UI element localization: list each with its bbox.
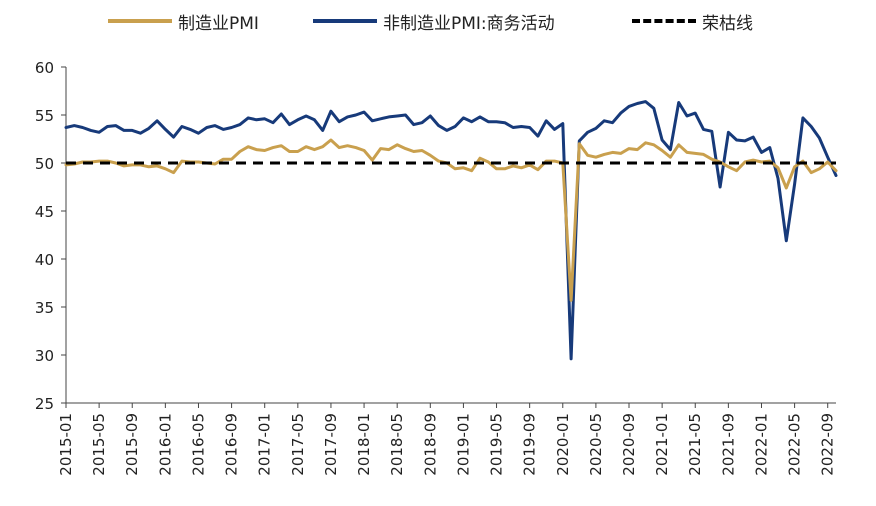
x-tick-label: 2020-09: [620, 413, 638, 476]
y-tick-label: 35: [35, 299, 54, 317]
x-tick-label: 2016-05: [189, 413, 207, 476]
x-tick-label: 2015-01: [57, 413, 75, 476]
x-tick-label: 2022-05: [786, 413, 804, 476]
x-tick-label: 2021-01: [653, 413, 671, 476]
x-tick-label: 2022-09: [819, 413, 837, 476]
y-tick-label: 25: [35, 395, 54, 413]
legend-label-boom-bust-line: 荣枯线: [702, 13, 753, 34]
x-tick-label: 2015-05: [90, 413, 108, 476]
legend-item-manufacturing: 制造业PMI: [108, 6, 259, 36]
y-tick-label: 55: [35, 107, 54, 125]
legend-swatch-manufacturing: [108, 19, 172, 23]
x-tick-label: 2016-01: [156, 413, 174, 476]
y-tick-label: 60: [35, 59, 54, 77]
x-tick-label: 2019-01: [454, 413, 472, 476]
legend-item-boom-bust-line: 荣枯线: [632, 6, 753, 36]
y-axis: 25 30 35 40 45 50 55 60: [35, 59, 67, 413]
legend-swatch-boom-bust-line: [632, 19, 696, 23]
x-tick-label: 2017-01: [256, 413, 274, 476]
legend-label-manufacturing: 制造业PMI: [178, 13, 259, 34]
legend-label-non-manufacturing: 非制造业PMI:商务活动: [383, 13, 555, 34]
x-tick-label: 2021-05: [686, 413, 704, 476]
x-tick-label: 2018-05: [388, 413, 406, 476]
y-tick-label: 50: [35, 155, 54, 173]
x-tick-label: 2019-05: [488, 413, 506, 476]
x-tick-label: 2016-09: [223, 413, 241, 476]
x-tick-label: 2017-05: [289, 413, 307, 476]
x-tick-label: 2018-09: [421, 413, 439, 476]
y-tick-label: 40: [35, 251, 54, 269]
x-tick-label: 2018-01: [355, 413, 373, 476]
x-tick-label: 2022-01: [752, 413, 770, 476]
x-tick-label: 2019-09: [521, 413, 539, 476]
y-tick-label: 30: [35, 347, 54, 365]
series-line-non-manufacturing: [64, 100, 838, 361]
x-tick-label: 2017-09: [322, 413, 340, 476]
x-tick-label: 2021-09: [719, 413, 737, 476]
x-tick-label: 2020-01: [554, 413, 572, 476]
chart-legend: 制造业PMI 非制造业PMI:商务活动 荣枯线: [0, 6, 876, 36]
y-tick-label: 45: [35, 203, 54, 221]
x-tick-label: 2015-09: [123, 413, 141, 476]
x-tick-label: 2020-05: [587, 413, 605, 476]
legend-item-non-manufacturing: 非制造业PMI:商务活动: [313, 6, 555, 36]
series-group: [64, 100, 838, 361]
x-axis: 2015-01 2015-05 2015-09 2016-01 2016-05 2016-…: [57, 402, 837, 476]
legend-swatch-non-manufacturing: [313, 19, 377, 23]
